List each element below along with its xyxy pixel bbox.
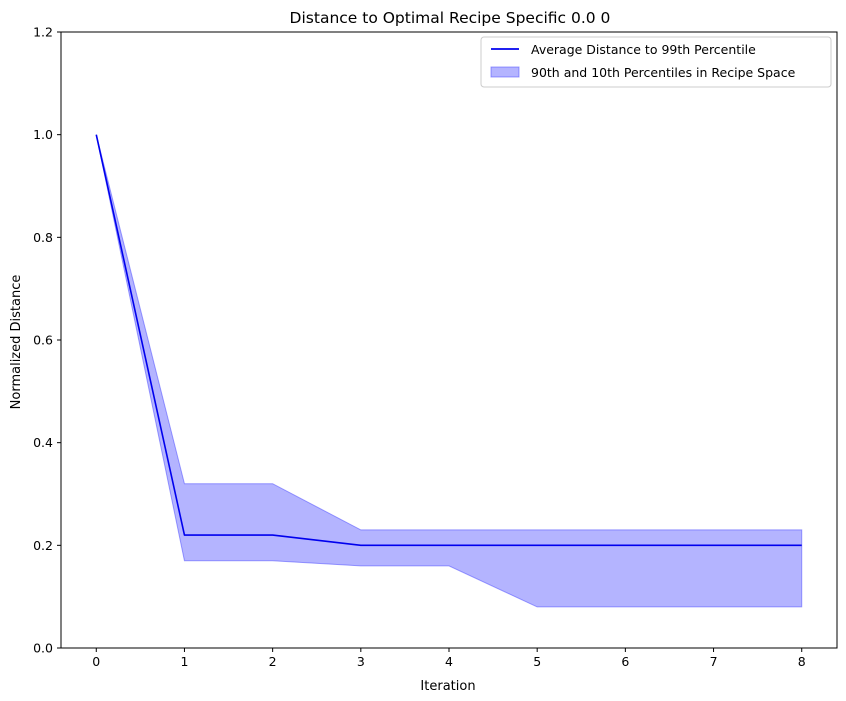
legend-box [480, 36, 832, 88]
y-tick-label: 1.0 [33, 127, 53, 142]
x-axis-ticks: 0 1 2 3 4 5 6 7 8 [92, 648, 806, 669]
chart-title: Distance to Optimal Recipe Specific 0.0 … [290, 9, 611, 27]
x-tick-label: 0 [92, 654, 100, 669]
x-tick-label: 6 [621, 654, 629, 669]
y-tick-label: 1.2 [33, 25, 53, 40]
y-tick-label: 0.6 [33, 333, 53, 348]
legend-entry-line: Average Distance to 99th Percentile [531, 42, 756, 57]
legend: Average Distance to 99th Percentile 90th… [480, 36, 832, 88]
x-tick-label: 7 [710, 654, 718, 669]
x-tick-label: 3 [357, 654, 365, 669]
y-axis-label: Normalized Distance [9, 275, 24, 410]
x-tick-label: 2 [269, 654, 277, 669]
x-tick-label: 5 [533, 654, 541, 669]
x-tick-label: 8 [798, 654, 806, 669]
percentile-band [95, 134, 803, 608]
y-axis-ticks: 0.0 0.2 0.4 0.6 0.8 1.0 1.2 [33, 25, 61, 656]
series-points-0 [96, 134, 802, 546]
y-tick-label: 0.8 [33, 230, 53, 245]
plot-area [95, 134, 803, 608]
legend-entry-band: 90th and 10th Percentiles in Recipe Spac… [531, 65, 796, 80]
x-tick-label: 4 [445, 654, 453, 669]
y-tick-label: 0.0 [33, 641, 53, 656]
y-tick-label: 0.2 [33, 538, 53, 553]
legend-band-swatch [490, 66, 520, 78]
x-axis-label: Iteration [420, 679, 475, 694]
y-tick-label: 0.4 [33, 435, 53, 450]
x-tick-label: 1 [180, 654, 188, 669]
